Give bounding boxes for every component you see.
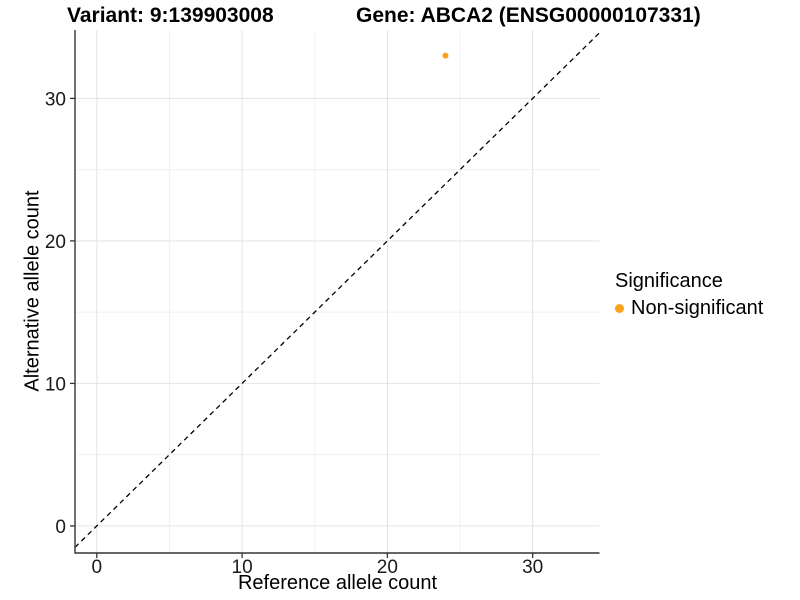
y-tick-label: 30: [45, 89, 66, 110]
y-tick-label: 0: [55, 517, 66, 538]
legend-point-icon: [615, 304, 624, 313]
y-tick-label: 20: [45, 232, 66, 253]
y-axis-title: Alternative allele count: [21, 190, 44, 392]
plot-title-gene: Gene: ABCA2 (ENSG00000107331): [356, 4, 701, 27]
legend-title: Significance: [615, 270, 723, 292]
x-tick-label: 30: [522, 557, 543, 578]
legend-entry: Non-significant: [615, 297, 763, 320]
x-tick-label: 10: [232, 557, 253, 578]
legend: Significance Non-significant: [615, 270, 763, 320]
legend-entry-label: Non-significant: [631, 297, 764, 319]
y-tick-label: 10: [45, 374, 66, 395]
plot-title-variant: Variant: 9:139903008: [67, 4, 274, 27]
x-axis-title: Reference allele count: [237, 572, 437, 594]
identity-line: [74, 32, 600, 548]
axis-lines: [74, 30, 600, 554]
data-point: [442, 52, 449, 59]
x-tick-label: 20: [377, 557, 398, 578]
legend-entries: Non-significant: [615, 297, 763, 320]
x-tick-label: 0: [92, 557, 103, 578]
